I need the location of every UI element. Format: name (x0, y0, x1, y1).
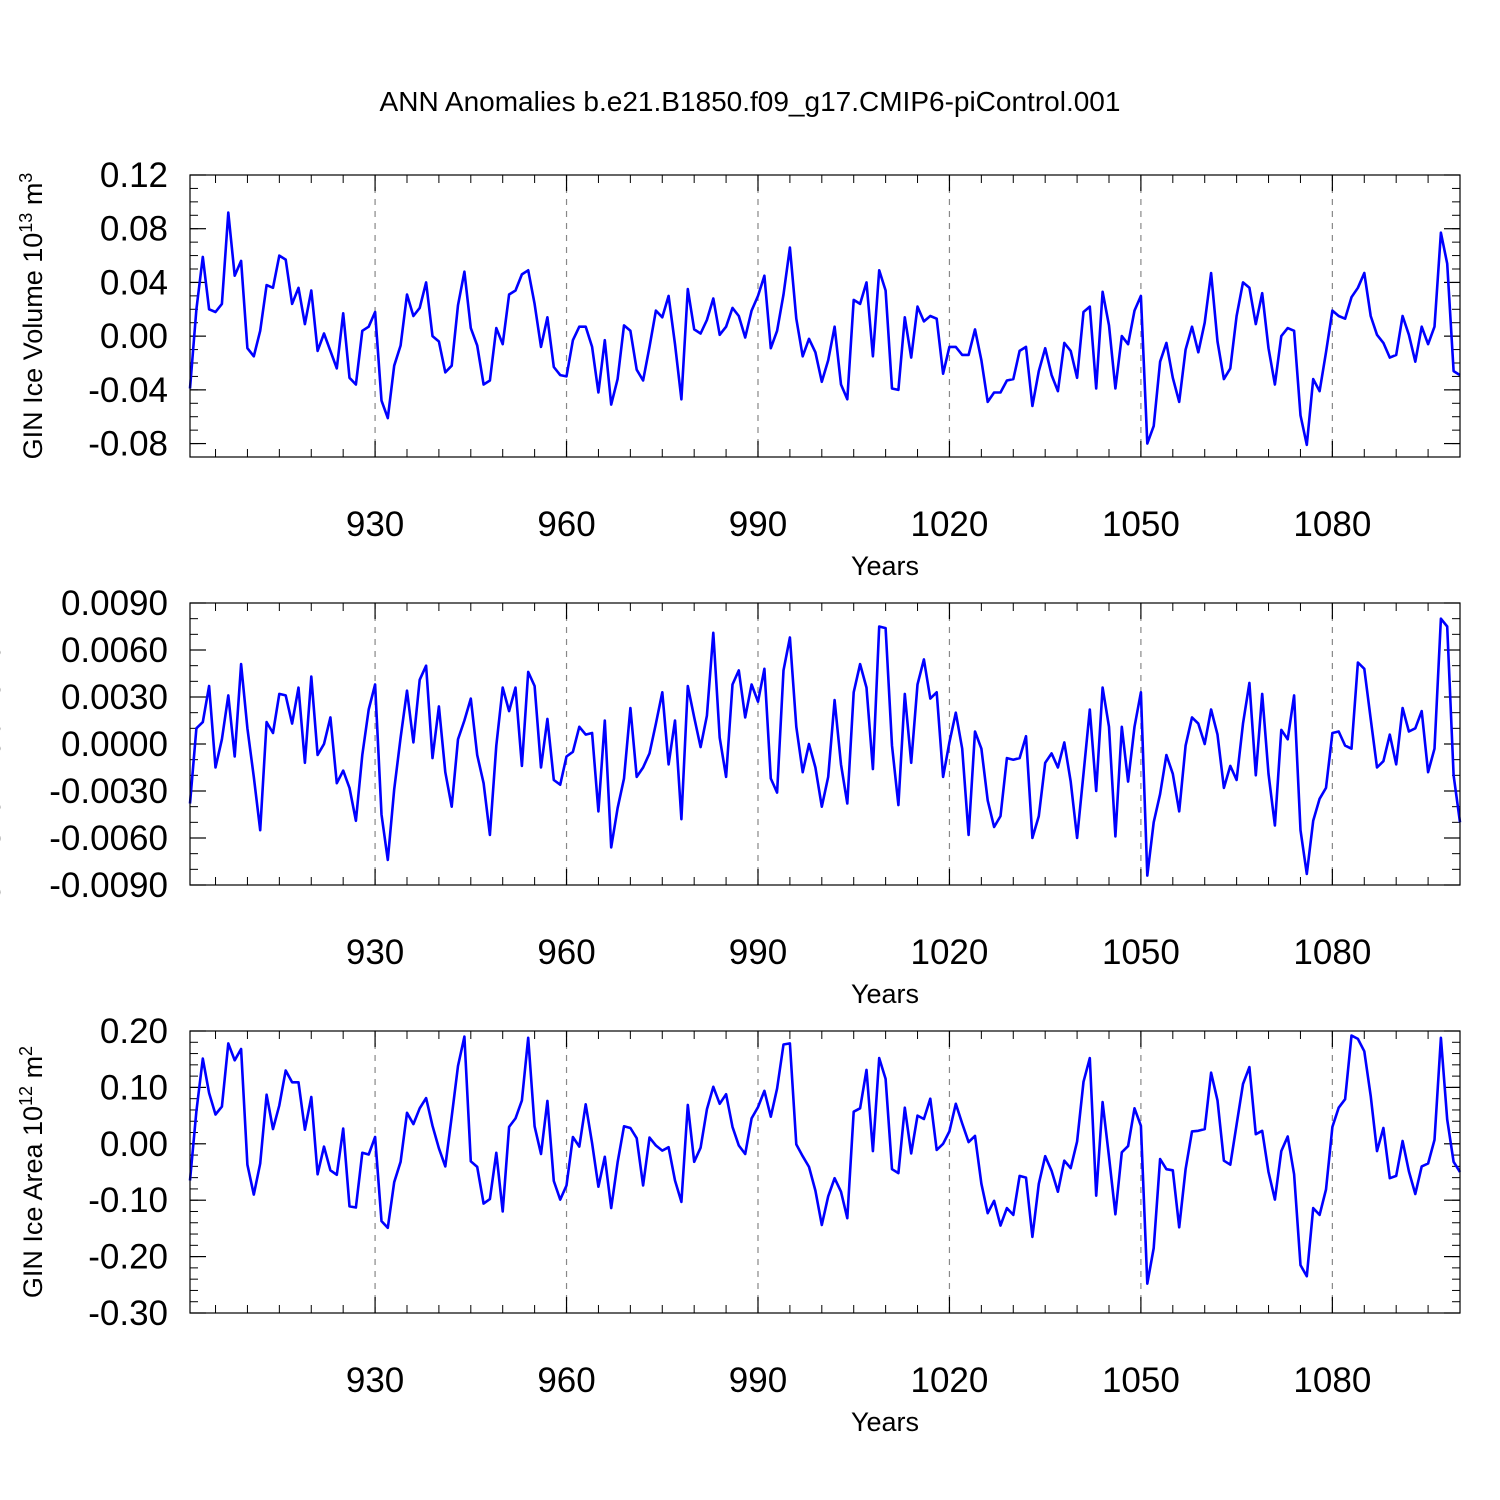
plot-frame (189, 1030, 1461, 1314)
y-tick-label: 0.0090 (61, 584, 168, 623)
x-tick-label: 960 (537, 933, 595, 972)
y-axis-label-part: GIN Ice Area 10 (18, 1106, 48, 1298)
plot-frame (189, 174, 1461, 458)
y-axis-label-part: m (18, 1056, 48, 1086)
x-axis-label: Years (851, 1407, 919, 1437)
y-tick-label: 0.00 (100, 317, 168, 356)
x-tick-label: 1050 (1102, 1361, 1180, 1400)
y-axis-label-part: 2 (16, 1046, 36, 1056)
series-line (188, 211, 1461, 447)
y-tick-label: 0.0030 (61, 678, 168, 717)
y-tick-label: 0.0000 (61, 725, 168, 764)
x-tick-label: 990 (729, 505, 787, 544)
x-tick-label: 960 (537, 1361, 595, 1400)
y-tick-label: -0.04 (88, 371, 168, 410)
x-tick-label: 960 (537, 505, 595, 544)
x-tick-label: 930 (346, 505, 404, 544)
series-line (188, 617, 1462, 877)
y-tick-label: -0.0090 (49, 866, 168, 905)
x-tick-label: 1080 (1293, 933, 1371, 972)
y-tick-label: -0.0030 (49, 772, 168, 811)
y-axis-label: GIN Snow Volume 1013 m3 (0, 585, 6, 903)
x-tick-label: 1080 (1293, 1361, 1371, 1400)
x-tick-label: 1050 (1102, 505, 1180, 544)
x-tick-label: 1020 (911, 933, 989, 972)
y-tick-label: 0.12 (100, 156, 168, 195)
y-tick-label: 0.0060 (61, 631, 168, 670)
y-axis-label-part: 12 (16, 1086, 36, 1106)
figure-title: ANN Anomalies b.e21.B1850.f09_g17.CMIP6-… (380, 86, 1121, 117)
y-tick-label: -0.30 (88, 1294, 168, 1333)
x-tick-label: 930 (346, 933, 404, 972)
x-tick-label: 1080 (1293, 505, 1371, 544)
y-tick-label: 0.20 (100, 1012, 168, 1051)
panel-2: 930 960 990 1020 1050 1080 0.0090 0.0060 0.0030 0… (0, 584, 1462, 1009)
y-tick-label: 0.10 (100, 1068, 168, 1107)
x-axis-label: Years (851, 979, 919, 1009)
y-axis-label-part: GIN Snow Volume 10 (0, 645, 6, 903)
plot-frame (189, 602, 1461, 886)
x-tick-label: 1050 (1102, 933, 1180, 972)
y-axis-label-part: 3 (16, 173, 36, 183)
y-tick-label: -0.20 (88, 1238, 168, 1277)
y-axis-label: GIN Ice Area 1012 m2 (16, 1046, 48, 1298)
panel-3: 930 960 990 1020 1050 1080 0.20 0.10 0.00 -0.10 -0… (16, 1012, 1462, 1437)
y-axis-label-part: 13 (16, 213, 36, 233)
x-tick-label: 1020 (911, 505, 989, 544)
y-axis-label-part: m (0, 595, 6, 625)
y-tick-label: 0.04 (100, 263, 168, 302)
y-tick-label: -0.08 (88, 425, 168, 464)
y-tick-label: 0.08 (100, 210, 168, 249)
y-axis-label: GIN Ice Volume 1013 m3 (16, 173, 48, 460)
y-tick-label: 0.00 (100, 1125, 168, 1164)
y-axis-label-part: m (18, 183, 48, 213)
y-tick-label: -0.0060 (49, 819, 168, 858)
x-axis-label: Years (851, 551, 919, 581)
x-tick-label: 1020 (911, 1361, 989, 1400)
x-tick-label: 990 (729, 1361, 787, 1400)
panel-1: 930 960 990 1020 1050 1080 0.12 0.08 0.04 0.00 -0.… (16, 156, 1461, 581)
series-line (188, 1034, 1462, 1285)
x-tick-label: 990 (729, 933, 787, 972)
y-tick-label: -0.10 (88, 1181, 168, 1220)
y-axis-label-part: GIN Ice Volume 10 (18, 233, 48, 460)
x-tick-label: 930 (346, 1361, 404, 1400)
